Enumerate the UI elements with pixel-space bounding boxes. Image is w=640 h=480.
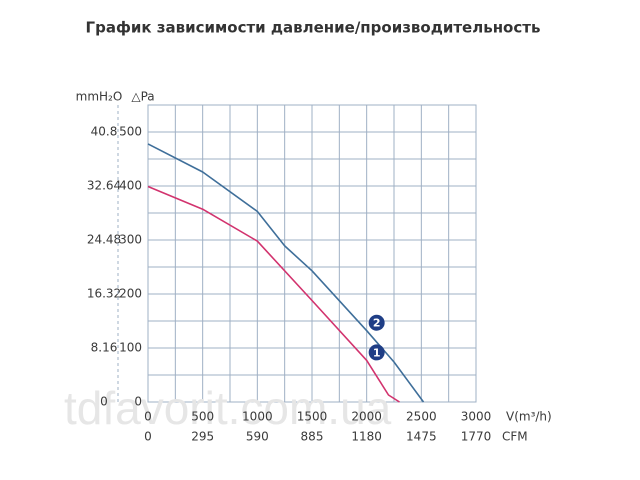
x2-tick-label: 1770 bbox=[461, 430, 492, 444]
x-tick-label: 2500 bbox=[406, 410, 437, 424]
chart-title: График зависимости давление/производител… bbox=[86, 19, 541, 37]
x-tick-label: 2000 bbox=[351, 410, 382, 424]
x-tick-label: 1500 bbox=[297, 410, 328, 424]
y2-tick-label: 0 bbox=[100, 395, 108, 409]
x-axis-label: V(m³/h) bbox=[506, 410, 552, 424]
x2-tick-label: 885 bbox=[301, 430, 324, 444]
y-tick-label: 400 bbox=[119, 179, 142, 193]
y2-tick-label: 32.64 bbox=[87, 179, 121, 193]
legend-label: 1 bbox=[373, 346, 381, 359]
y-axis-label: △Pa bbox=[131, 90, 154, 104]
x2-tick-label: 590 bbox=[246, 430, 269, 444]
y2-tick-label: 8.16 bbox=[91, 341, 118, 355]
x-tick-label: 0 bbox=[144, 410, 152, 424]
legend-label: 2 bbox=[373, 317, 381, 330]
y2-tick-label: 24.48 bbox=[87, 233, 121, 247]
y-tick-label: 0 bbox=[134, 395, 142, 409]
x2-tick-label: 295 bbox=[191, 430, 214, 444]
x2-tick-label: 1180 bbox=[351, 430, 382, 444]
y-tick-label: 300 bbox=[119, 233, 142, 247]
y2-axis-label: mmH₂O bbox=[76, 90, 123, 104]
watermark: tdfavorit.com.ua bbox=[64, 382, 392, 434]
y-tick-label: 500 bbox=[119, 125, 142, 139]
series-badge bbox=[368, 314, 385, 331]
x2-tick-label: 0 bbox=[144, 430, 152, 444]
grid bbox=[147, 104, 477, 403]
x-tick-label: 3000 bbox=[461, 410, 492, 424]
series-line bbox=[147, 185, 400, 403]
x-tick-label: 1000 bbox=[242, 410, 273, 424]
y-tick-label: 200 bbox=[119, 287, 142, 301]
x2-tick-label: 1475 bbox=[406, 430, 437, 444]
series-badge bbox=[368, 344, 385, 361]
y2-tick-label: 40.8 bbox=[91, 125, 118, 139]
series-line bbox=[147, 143, 425, 403]
plot bbox=[147, 143, 425, 403]
y2-tick-label: 16.32 bbox=[87, 287, 121, 301]
y-tick-label: 100 bbox=[119, 341, 142, 355]
x2-axis-label: CFM bbox=[502, 430, 528, 444]
x-tick-label: 500 bbox=[191, 410, 214, 424]
